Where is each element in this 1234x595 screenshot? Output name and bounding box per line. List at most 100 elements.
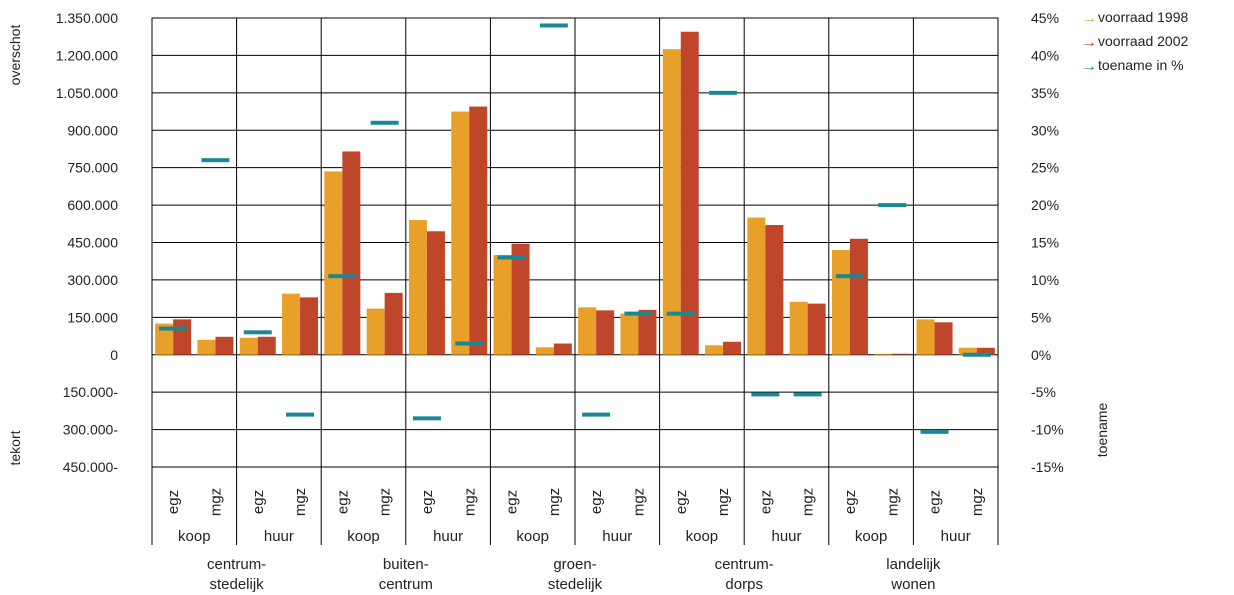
marker-toename: [412, 416, 441, 421]
right-tick-label: 35%: [1031, 85, 1059, 101]
bar-2002: [257, 336, 276, 355]
bar-type-label: egz: [927, 490, 944, 514]
left-tick-label: 450.000-: [63, 459, 119, 475]
bars: [155, 31, 995, 355]
bar-2002: [553, 343, 572, 355]
bar-1998: [578, 307, 597, 355]
legend-label-toename: toename in %: [1098, 57, 1184, 73]
left-tick-label: 600.000: [67, 197, 118, 213]
right-tick-label: 40%: [1031, 47, 1059, 63]
bar-1998: [366, 308, 385, 355]
bar-type-label: egz: [334, 490, 351, 514]
right-tick-label: 25%: [1031, 160, 1059, 176]
bar-1998: [239, 337, 258, 355]
bar-type-label: egz: [165, 490, 182, 514]
bar-2002: [173, 319, 192, 355]
bar-type-label: egz: [250, 490, 267, 514]
group-label-line1: buiten-: [383, 556, 429, 573]
left-tick-label: 1.050.000: [56, 85, 118, 101]
bar-1998: [831, 249, 850, 355]
marker-toename: [962, 352, 991, 357]
bar-type-label: mgz: [546, 488, 563, 516]
tenure-label: koop: [855, 528, 888, 545]
marker-toename: [920, 429, 949, 434]
marker-toename: [582, 412, 611, 417]
bar-type-label: mgz: [884, 488, 901, 516]
left-axis-label-top: overschot: [7, 25, 23, 86]
left-tick-label: 0: [110, 347, 118, 363]
marker-toename: [497, 255, 526, 260]
bar-type-label: mgz: [461, 488, 478, 516]
tenure-label: huur: [264, 528, 294, 545]
left-tick-label: 300.000-: [63, 422, 119, 438]
left-axis-ticks: 1.350.000 1.200.000 1.050.000 900.000 750.00…: [56, 10, 119, 475]
marker-toename: [243, 330, 272, 335]
legend-item-toename: → toename in %: [1081, 57, 1184, 75]
right-axis-label: toename: [1094, 403, 1110, 458]
category-labels: egz mgz egz mgz egz mgz egz mgz egz mgz egz mgz egz m…: [151, 467, 999, 593]
left-tick-label: 750.000: [67, 160, 118, 176]
bar-type-label: egz: [673, 490, 690, 514]
bar-2002: [300, 297, 319, 355]
right-tick-label: 20%: [1031, 197, 1059, 213]
bar-type-label: mgz: [969, 488, 986, 516]
bar-1998: [197, 339, 216, 355]
bar-2002: [849, 238, 868, 355]
bar-2002: [511, 243, 530, 355]
bar-2002: [638, 309, 657, 355]
bar-2002: [807, 303, 826, 355]
bar-1998: [155, 323, 174, 355]
left-tick-label: 900.000: [67, 122, 118, 138]
tenure-label: koop: [178, 528, 211, 545]
bar-type-label: mgz: [630, 488, 647, 516]
right-tick-label: 0%: [1031, 347, 1051, 363]
marker-toename: [878, 203, 907, 208]
left-tick-label: 1.350.000: [56, 10, 118, 26]
bar-2002: [342, 151, 361, 355]
legend-label-1998: voorraad 1998: [1098, 9, 1189, 25]
legend-arrow-2002: →: [1081, 34, 1097, 51]
bar-1998: [916, 319, 935, 355]
grid-lines: [152, 17, 998, 468]
marker-toename: [666, 311, 695, 316]
tenure-label: koop: [516, 528, 549, 545]
right-tick-label: 5%: [1031, 309, 1051, 325]
bar-2002: [215, 336, 234, 355]
marker-toename: [624, 311, 653, 316]
bar-2002: [384, 292, 403, 355]
left-tick-label: 450.000: [67, 235, 118, 251]
group-label-line2: dorps: [725, 576, 763, 593]
right-tick-label: 30%: [1031, 122, 1059, 138]
bar-1998: [662, 49, 681, 355]
marker-toename: [709, 90, 738, 95]
left-tick-label: 150.000: [67, 309, 118, 325]
legend: → voorraad 1998 → voorraad 2002 → toenam…: [1081, 9, 1189, 75]
group-label-line1: centrum-: [207, 556, 266, 573]
right-tick-label: -15%: [1031, 459, 1064, 475]
right-tick-label: 45%: [1031, 10, 1059, 26]
bar-1998: [789, 301, 808, 355]
bar-1998: [324, 171, 343, 355]
bar-type-label: mgz: [800, 488, 817, 516]
legend-item-2002: → voorraad 2002: [1081, 33, 1189, 51]
bar-2002: [596, 310, 615, 355]
bar-2002: [723, 341, 742, 355]
marker-toename: [751, 392, 780, 397]
bar-type-label: egz: [419, 490, 436, 514]
bar-1998: [493, 254, 512, 355]
bar-type-label: egz: [842, 490, 859, 514]
group-label-line2: stedelijk: [548, 576, 603, 593]
left-tick-label: 1.200.000: [56, 47, 118, 63]
group-label-line2: stedelijk: [209, 576, 264, 593]
bar-1998: [620, 313, 639, 355]
bar-1998: [747, 217, 766, 355]
tenure-label: huur: [771, 528, 801, 545]
left-axis-label-bottom: tekort: [7, 430, 23, 465]
marker-toename: [539, 23, 568, 28]
tenure-label: huur: [602, 528, 632, 545]
marker-toename: [286, 412, 315, 417]
marker-toename: [159, 326, 188, 331]
bar-1998: [535, 347, 554, 355]
tenure-label: huur: [433, 528, 463, 545]
